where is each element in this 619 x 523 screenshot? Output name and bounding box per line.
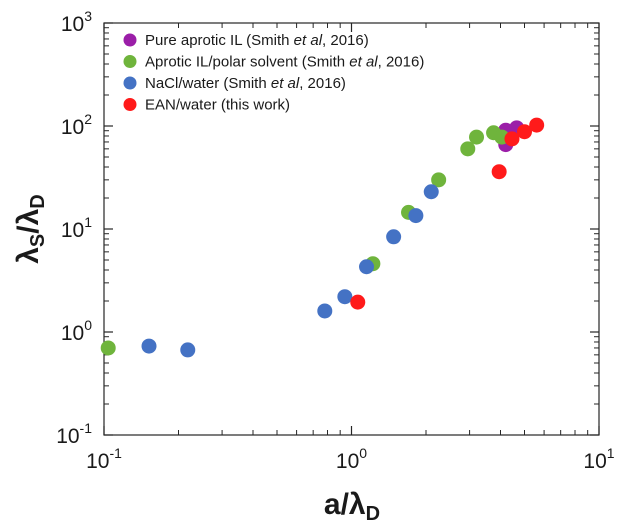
x-tick-label: 100 <box>336 445 367 473</box>
x-tick-label: 101 <box>583 445 614 473</box>
legend-label: EAN/water (this work) <box>145 97 290 114</box>
data-point <box>180 342 196 358</box>
y-tick-label: 102 <box>61 111 92 139</box>
data-point <box>491 164 507 180</box>
y-tick-label: 10-1 <box>56 420 92 448</box>
legend-label: Aprotic IL/polar solvent (Smith et al, 2… <box>145 54 424 71</box>
legend-label: Pure aprotic IL (Smith et al, 2016) <box>145 32 369 49</box>
legend-marker <box>123 55 137 68</box>
y-tick-label: 101 <box>61 214 92 242</box>
legend-marker <box>123 33 137 47</box>
y-tick-label: 100 <box>61 317 92 345</box>
data-point <box>529 117 545 133</box>
data-point <box>359 259 375 275</box>
y-tick-label: 103 <box>61 8 92 36</box>
x-tick-labels: 10-1 100 101 <box>86 445 615 473</box>
data-point <box>423 184 439 200</box>
major-ticks <box>103 22 600 436</box>
legend-label: NaCl/water (Smith et al, 2016) <box>145 75 346 92</box>
data-point <box>431 172 447 188</box>
data-point <box>337 289 353 305</box>
data-point <box>460 141 476 157</box>
data-point <box>141 338 157 354</box>
data-point <box>317 303 333 319</box>
legend-marker <box>123 76 137 90</box>
data-point <box>504 131 520 147</box>
data-points <box>100 117 545 358</box>
y-axis-label: λS/λD <box>12 194 49 264</box>
minor-ticks <box>104 23 599 435</box>
data-point <box>516 124 532 140</box>
data-point <box>408 208 424 224</box>
x-axis-label: a/λD <box>324 488 380 523</box>
data-point <box>350 294 366 310</box>
data-point <box>100 340 116 356</box>
x-tick-label: 10-1 <box>86 445 122 473</box>
legend-marker <box>123 98 137 111</box>
data-point <box>469 129 485 145</box>
data-point <box>386 229 402 245</box>
legend: Pure aprotic IL (Smith et al, 2016) Aprot… <box>123 32 424 114</box>
y-tick-labels: 10-1 100 101 102 103 <box>56 8 92 448</box>
